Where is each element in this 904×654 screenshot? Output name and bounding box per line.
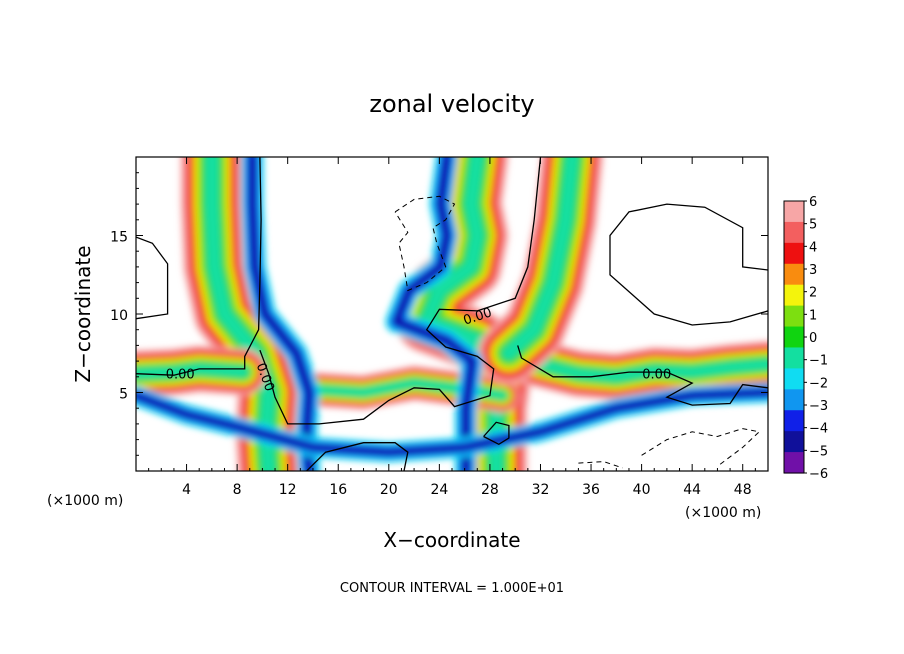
y-tick-label: 10 [110,308,128,324]
contour-solid-0 [136,157,262,376]
contour-labels: 0.00 0.000.000.00 [166,305,671,393]
colorbar-tick-label: 4 [809,240,817,255]
colorbar-tick-label: 6 [809,195,817,210]
y-tick-label: 5 [119,387,128,403]
colorbar-tick-label: 3 [809,263,817,278]
contour-solid-5 [306,442,409,471]
field-band-band_left [136,363,250,380]
contour-solid-2 [517,345,768,406]
x-tick-label: 24 [430,482,448,498]
x-tick-label: 32 [532,482,550,498]
plot-area: 0.00 0.000.000.00 4 8 12 16 20 24 28 32 36 40 44 485… [110,156,769,498]
colorbar-swatch [784,410,804,432]
contour-solid-1 [259,157,542,425]
field-low-band [136,389,768,455]
contour-label: 0.00 [642,368,671,383]
contour-solid-3 [136,236,169,320]
colorbar-swatch [784,201,804,223]
colorbar-tick-label: 5 [809,218,817,233]
colorbar: 6 5 4 3 2 1 0 −1 −2 −3 −4 −5 −6 [783,195,828,482]
y-axis-label: Z−coordinate [71,245,95,382]
colorbar-tick-label: 0 [809,331,817,346]
colorbar-tick-label: −3 [809,399,828,414]
y-tick-label: 15 [110,230,128,246]
contour-label-text: 0.00 [166,368,195,383]
colorbar-swatch [784,347,804,369]
colorbar-swatch [784,389,804,411]
field-band-branch_right [501,157,580,361]
contour-lines [136,157,768,471]
colorbar-tick-label: −5 [809,444,828,459]
x-tick-label: 20 [380,482,398,498]
colorbar-swatch [784,221,804,244]
field-flank-plume_left [249,157,313,471]
colorbar-swatch [784,452,804,474]
x-tick-label: 28 [481,482,499,498]
colorbar-swatch [784,263,804,286]
velocity-field [136,157,768,471]
contour-dashed-1 [578,461,623,469]
contour-solid-6 [483,421,510,446]
colorbar-tick-label: −2 [809,376,828,391]
colorbar-swatch [784,284,804,307]
field-flank-plume_right [393,157,476,471]
x-tick-label: 40 [633,482,651,498]
field-band-band_right [522,355,768,383]
x-tick-label: 12 [279,482,297,498]
contour-label-text: 0.00 [642,368,671,383]
x-tick-label: 4 [182,482,191,498]
colorbar-tick-label: −6 [809,467,828,482]
x-tick-label: 44 [683,482,701,498]
chart-title: zonal velocity [369,90,534,118]
colorbar-swatch [784,242,804,265]
x-tick-label: 16 [329,482,347,498]
colorbar-swatch [784,326,804,349]
contour-interval-note: CONTOUR INTERVAL = 1.000E+01 [340,581,564,596]
colorbar-swatch [784,368,804,390]
colorbar-tick-label: 2 [809,286,817,301]
colorbar-tick-label: −4 [809,422,828,437]
x-tick-label: 8 [233,482,242,498]
x-tick-label: 48 [734,482,752,498]
x-axis-label: X−coordinate [383,528,520,552]
colorbar-tick-label: −1 [809,354,828,369]
x-unit-label-left: (×1000 m) [47,493,123,509]
colorbar-tick-label: 1 [809,308,817,323]
x-tick-label: 36 [582,482,600,498]
colorbar-swatch [784,431,804,453]
colorbar-swatch [784,305,804,328]
x-unit-label-right: (×1000 m) [685,505,761,521]
contour-dashed-2 [641,428,761,467]
contour-solid-4 [609,203,768,326]
contour-dashed-0 [394,195,456,292]
contour-label: 0.00 [166,368,195,383]
